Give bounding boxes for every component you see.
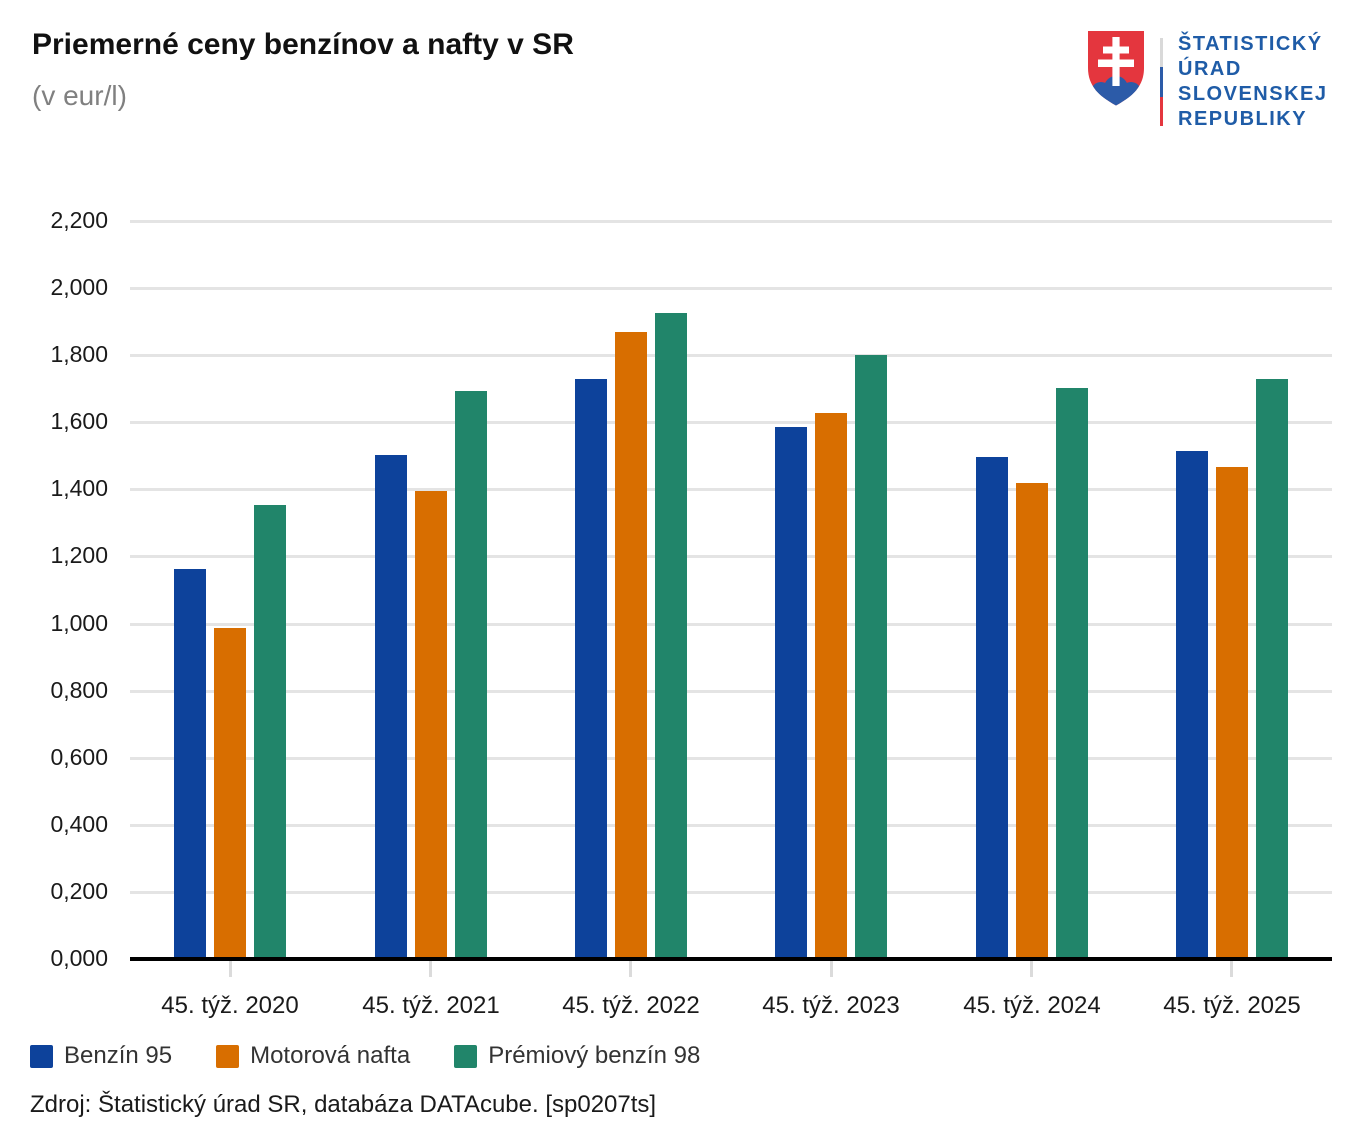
y-axis-label: 0,800 [50, 677, 108, 703]
logo-divider [1160, 38, 1163, 126]
legend: Benzín 95 Motorová nafta Prémiový benzín 9… [30, 1042, 700, 1070]
y-axis-label: 2,000 [50, 274, 108, 300]
x-axis-label: 45. týž. 2022 [562, 992, 700, 1019]
x-axis-tick [429, 961, 432, 977]
bar-pr-miov-benz-n-98 [855, 355, 887, 959]
legend-label: Benzín 95 [64, 1042, 173, 1069]
x-axis-tick [229, 961, 232, 977]
gridline [130, 623, 1332, 626]
legend-label: Motorová nafta [250, 1042, 411, 1069]
legend-item-pr-miov-benz-n-98[interactable]: Prémiový benzín 98 [454, 1042, 700, 1070]
bar-benz-n-95 [775, 427, 807, 959]
y-axis-label: 0,600 [50, 744, 108, 770]
y-axis-label: 1,200 [50, 542, 108, 568]
x-axis-tick [1230, 961, 1233, 977]
y-axis-label: 0,000 [50, 945, 108, 971]
gridline [130, 488, 1332, 491]
legend-swatch-icon [30, 1044, 53, 1068]
bar-motorov-nafta [815, 413, 847, 959]
bar-motorov-nafta [615, 332, 647, 959]
bar-pr-miov-benz-n-98 [1056, 388, 1088, 959]
bar-pr-miov-benz-n-98 [455, 391, 487, 959]
susr-logo: ŠTATISTICKÝ ÚRAD SLOVENSKEJ REPUBLIKY [1085, 28, 1327, 132]
x-axis-label: 45. týž. 2023 [762, 992, 900, 1019]
legend-label: Prémiový benzín 98 [488, 1042, 701, 1069]
x-axis-tick [830, 961, 833, 977]
bar-benz-n-95 [976, 457, 1008, 959]
x-axis-tick [629, 961, 632, 977]
bar-benz-n-95 [375, 455, 407, 959]
gridline [130, 354, 1332, 357]
gridline [130, 287, 1332, 290]
chart-title: Priemerné ceny benzínov a nafty v SR [32, 28, 574, 61]
y-axis-label: 2,200 [50, 207, 108, 233]
y-axis-label: 1,800 [50, 341, 108, 367]
bar-motorov-nafta [214, 628, 246, 959]
logo-text-line: SLOVENSKEJ [1178, 83, 1328, 105]
logo-text-line: ŠTATISTICKÝ [1178, 33, 1323, 55]
slovak-coat-of-arms-icon [1088, 31, 1144, 106]
x-axis-label: 45. týž. 2025 [1163, 992, 1301, 1019]
logo-text-line: REPUBLIKY [1178, 108, 1308, 130]
legend-item-motorov-nafta[interactable]: Motorová nafta [216, 1042, 410, 1070]
source-note: Zdroj: Štatistický úrad SR, databáza DAT… [30, 1091, 657, 1118]
gridline [130, 690, 1332, 693]
y-axis-label: 1,000 [50, 610, 108, 636]
gridline [130, 891, 1332, 894]
legend-swatch-icon [216, 1044, 240, 1068]
bar-motorov-nafta [1016, 483, 1048, 959]
x-axis-label: 45. týž. 2024 [963, 992, 1101, 1019]
y-axis-label: 0,400 [50, 811, 108, 837]
chart-subtitle: (v eur/l) [32, 80, 127, 111]
x-axis-label: 45. týž. 2021 [362, 992, 500, 1019]
bar-pr-miov-benz-n-98 [1256, 379, 1288, 959]
x-axis-tick [1030, 961, 1033, 977]
legend-item-benz-n-95[interactable]: Benzín 95 [30, 1042, 172, 1070]
y-axis-label: 1,400 [50, 475, 108, 501]
bar-benz-n-95 [174, 569, 206, 959]
gridline [130, 421, 1332, 424]
gridline [130, 555, 1332, 558]
gridline [130, 757, 1332, 760]
y-axis-label: 0,200 [50, 878, 108, 904]
x-axis-line [130, 957, 1332, 961]
bar-benz-n-95 [1176, 451, 1208, 959]
y-axis-label: 1,600 [50, 408, 108, 434]
legend-swatch-icon [454, 1044, 478, 1068]
logo-text: ŠTATISTICKÝ ÚRAD SLOVENSKEJ REPUBLIKY [1178, 32, 1327, 132]
bar-pr-miov-benz-n-98 [254, 505, 286, 959]
bar-benz-n-95 [575, 379, 607, 959]
logo-text-line: ÚRAD [1178, 58, 1242, 80]
x-axis-label: 45. týž. 2020 [161, 992, 299, 1019]
gridline [130, 824, 1332, 827]
gridline [130, 220, 1332, 223]
bar-motorov-nafta [1216, 467, 1248, 959]
bar-pr-miov-benz-n-98 [655, 313, 687, 959]
bar-motorov-nafta [415, 491, 447, 959]
